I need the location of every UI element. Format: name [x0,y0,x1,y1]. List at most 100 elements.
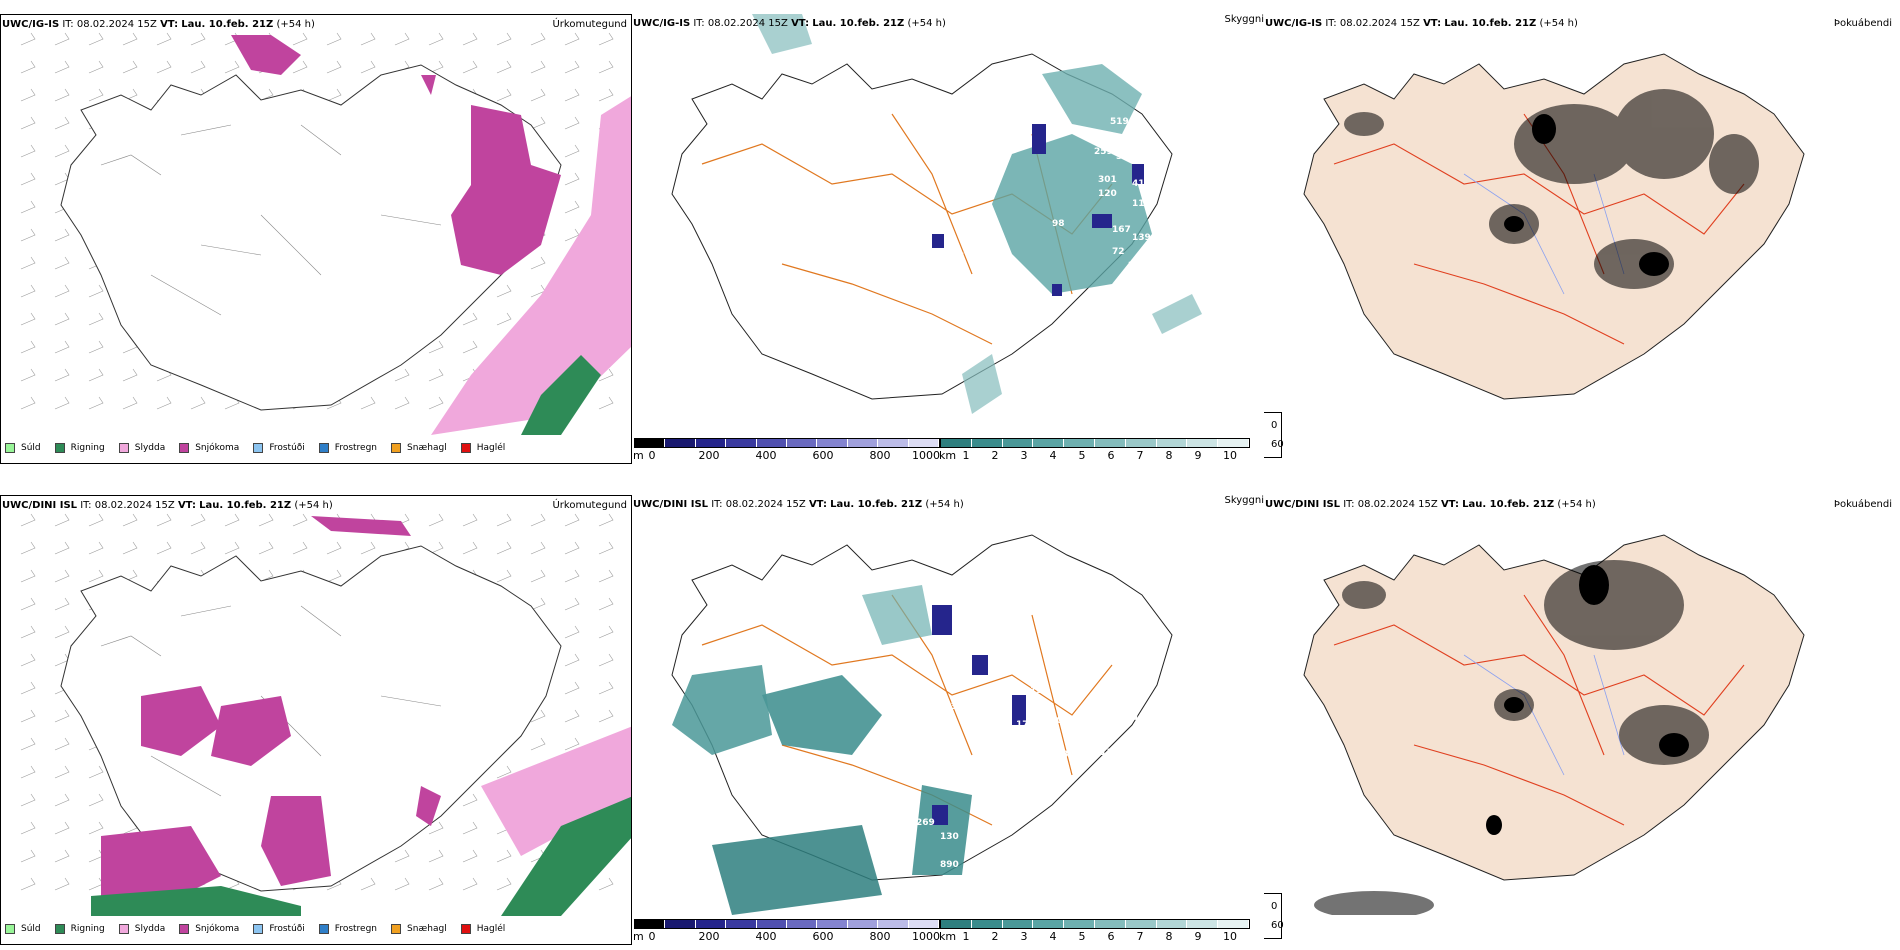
legend-item: Slydda [118,924,166,934]
vt-label: VT: [1440,499,1459,510]
legend-swatch [179,443,190,453]
cloudbase-label: 203 [938,702,957,712]
cloudbase-label: 171 [1016,720,1035,730]
init-time: 08.02.2024 15Z [1339,18,1420,29]
lead-time: (+54 h) [925,499,964,510]
cloudbase-label: 74 [1126,714,1139,724]
panel-title: Úrkomutegund [552,500,627,511]
iceland-outline [60,64,562,411]
fog-panel-dini: UWC/DINI ISL IT: 08.02.2024 15Z VT: Lau.… [1264,495,1900,945]
cloudbase-label: 132 [1030,686,1049,696]
legend-label: Frostregn [334,924,378,934]
legend-item: Haglél [460,924,505,934]
panel-title: Skyggni [1224,14,1264,25]
cloudbase-label: 924 [882,37,901,47]
visibility-panel-dini: 213 203 132 171 101 74 88 131 111 77 269… [632,495,1264,945]
cloudbase-label: 120 [1098,189,1117,199]
it-label: IT: [711,499,723,510]
fog-key-label: 0 [1271,420,1278,431]
tick-label: 4 [1049,930,1057,943]
fog-map-dini [1303,534,1805,915]
visibility-unit: km [939,449,957,462]
precip-type-panel-ig: UWC/IG-IS IT: 08.02.2024 15Z VT: Lau. 10… [0,14,632,464]
cloudbase-label: 151 [1148,217,1167,227]
legend-item: Snæhagl [391,443,447,453]
cloudbase-unit: m [633,449,644,462]
tick-label: 2 [991,449,999,462]
tick-label: 600 [812,930,834,943]
legend-label: Slydda [134,924,166,934]
legend-label: Rigning [70,443,105,453]
model-name: UWC/IG-IS [1265,18,1323,29]
it-label: IT: [1325,18,1337,29]
legend-label: Slydda [134,443,166,453]
visibility-ticks: km 1 2 3 4 5 6 7 8 9 10 [939,448,1250,462]
panel-header: UWC/IG-IS IT: 08.02.2024 15Z VT: Lau. 10… [633,18,946,29]
legend-swatch [118,443,129,453]
legend-item: Snjókoma [179,443,239,453]
tick-label: 7 [1136,449,1144,462]
it-label: IT: [80,500,92,511]
valid-time: Lau. 10.feb. 21Z [181,19,274,30]
legend-swatch [318,924,329,934]
cloudbase-label: 131 [1090,733,1109,743]
legend-swatch [179,924,190,934]
panel-title: Úrkomutegund [552,19,627,30]
precip-type-panel-dini: UWC/DINI ISL IT: 08.02.2024 15Z VT: Lau.… [0,495,632,945]
legend-label: Snjókoma [195,443,240,453]
fog-map-ig [1303,53,1805,400]
init-time: 08.02.2024 15Z [707,18,788,29]
cloudbase-label: 193 [1092,132,1111,142]
precip-legend: Súld Rigning Slydda Snjókoma Frostúði Fr… [5,924,505,934]
cloudbase-strip [634,919,940,929]
visibility-strip [940,438,1250,448]
legend-label: Snjókoma [195,924,240,934]
cloudbase-label: 118 [1132,199,1151,209]
tick-label: 200 [698,930,720,943]
tick-label: 8 [1165,930,1173,943]
legend-swatch [54,924,65,934]
visibility-strip [940,919,1250,929]
cloudbase-label: 88 [1062,750,1075,760]
init-time: 08.02.2024 15Z [725,499,806,510]
tick-label: 200 [698,449,720,462]
vt-label: VT: [177,500,196,511]
legend-item: Súld [5,443,41,453]
valid-time: Lau. 10.feb. 21Z [812,18,905,29]
cloudbase-label: 519 [1110,117,1129,127]
legend-label: Snæhagl [407,924,447,934]
tick-label: 9 [1194,449,1202,462]
cloudbase-label: 111 [1094,748,1113,758]
precip-map-ig [20,32,631,435]
legend-swatch [253,443,264,453]
tick-label: 2 [991,930,999,943]
legend-swatch [5,924,15,934]
lead-time: (+54 h) [1539,18,1578,29]
valid-time: Lau. 10.feb. 21Z [830,499,923,510]
tick-label: 9 [1194,930,1202,943]
cloudbase-label: 552 [1116,152,1135,162]
tick-label: 5 [1078,930,1086,943]
visibility-panel-ig: 924 519 193 259 552 301 120 41 118 98 16… [632,14,1264,464]
tick-label: 1000 [912,930,940,943]
cloudbase-colorbar: m 0 200 400 600 800 1000 [633,438,940,464]
cloudbase-strip [634,438,940,448]
tick-label: 6 [1107,449,1115,462]
cloudbase-label: 890 [940,860,959,870]
cloudbase-unit: m [633,930,644,943]
visibility-colorbar: km 1 2 3 4 5 6 7 8 9 10 [939,919,1250,945]
legend-item: Rigning [54,924,105,934]
tick-label: 0 [648,449,656,462]
fog-key-label: 60 [1271,920,1284,931]
init-time: 08.02.2024 15Z [1357,499,1438,510]
legend-label: Frostregn [334,443,378,453]
precip-legend: Súld Rigning Slydda Snjókoma Frostúði Fr… [5,443,505,453]
legend-label: Súld [21,443,41,453]
panel-header: UWC/DINI ISL IT: 08.02.2024 15Z VT: Lau.… [1265,499,1596,510]
tick-label: 3 [1020,449,1028,462]
cloudbase-label: 41 [1132,179,1145,189]
iceland-outline [671,53,1173,400]
panel-header: UWC/IG-IS IT: 08.02.2024 15Z VT: Lau. 10… [1265,18,1578,29]
tick-label: 800 [869,930,891,943]
tick-label: 6 [1107,930,1115,943]
